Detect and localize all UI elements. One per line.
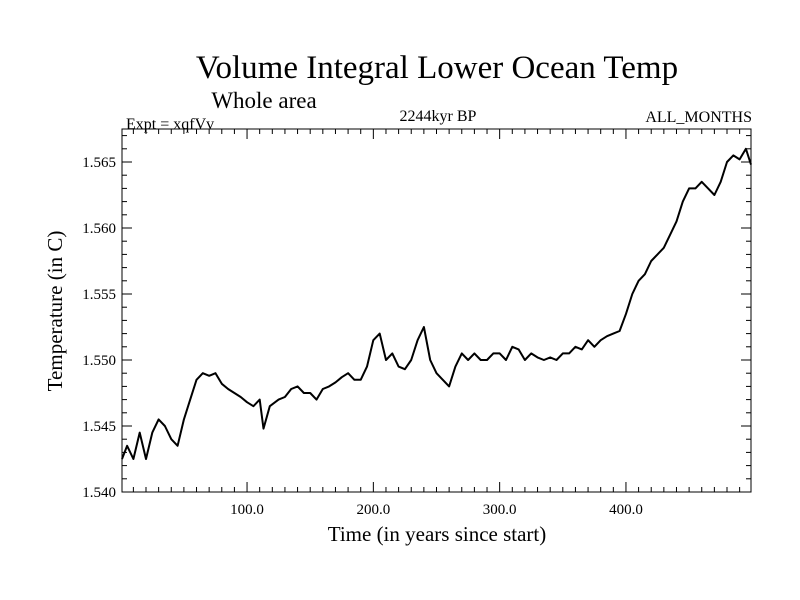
y-axis-label: Temperature (in C) <box>43 231 67 392</box>
experiment-label: Expt = xqfVv <box>126 116 214 133</box>
x-tick-labels: 100.0 200.0 300.0 400.0 <box>230 502 643 518</box>
x-tick-label: 400.0 <box>609 502 643 518</box>
y-tick-label: 1.545 <box>82 419 116 435</box>
y-tick-labels: 1.540 1.545 1.550 1.555 1.560 1.565 <box>82 155 116 501</box>
y-tick-label: 1.560 <box>82 221 116 237</box>
y-tick-label: 1.550 <box>82 353 116 369</box>
x-tick-label: 300.0 <box>483 502 517 518</box>
x-axis-label: Time (in years since start) <box>328 522 547 546</box>
x-tick-label: 200.0 <box>356 502 390 518</box>
y-tick-label: 1.540 <box>82 485 116 501</box>
series-line <box>121 147 752 460</box>
months-label: ALL_MONTHS <box>645 109 752 126</box>
y-tick-label: 1.565 <box>82 155 116 171</box>
x-tick-label: 100.0 <box>230 502 264 518</box>
y-axis <box>122 135 751 480</box>
y-tick-label: 1.555 <box>82 287 116 303</box>
chart-title: Volume Integral Lower Ocean Temp <box>196 50 678 86</box>
period-label: 2244kyr BP <box>400 108 477 125</box>
plot-frame <box>121 128 752 493</box>
x-axis <box>132 129 741 492</box>
chart-subtitle: Whole area <box>211 88 316 113</box>
